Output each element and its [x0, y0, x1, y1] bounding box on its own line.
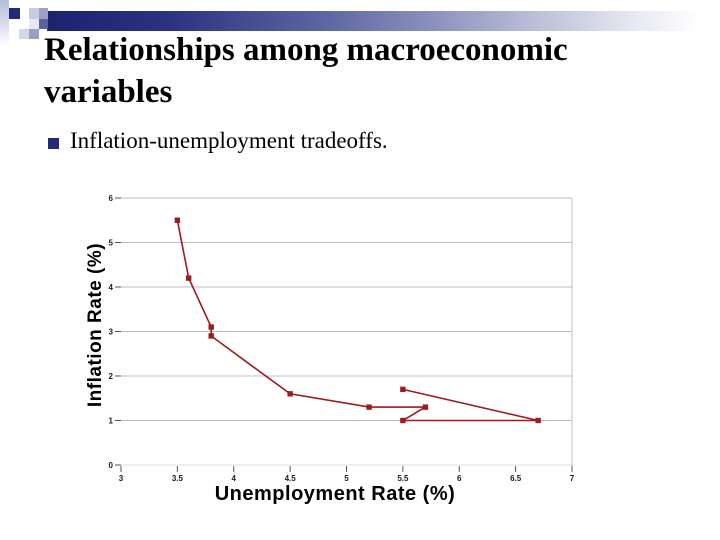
data-point-marker: [287, 391, 293, 397]
y-tick-label: 1: [109, 417, 114, 426]
x-tick-label: 6: [457, 474, 462, 483]
x-tick-label: 4: [232, 474, 237, 483]
x-tick-label: 3: [119, 474, 124, 483]
bullet-square-icon: [48, 138, 59, 149]
decor-square-icon: [29, 8, 39, 19]
decor-square-icon: [39, 19, 48, 29]
decor-square-icon: [29, 29, 39, 39]
data-point-marker: [535, 417, 541, 424]
data-point-marker: [185, 275, 192, 281]
data-point-marker: [422, 404, 429, 410]
series-line: [176, 220, 539, 422]
y-tick-label: 6: [109, 194, 114, 203]
y-tick-label: 3: [109, 328, 114, 337]
slide-title: Relationships among macroeconomic variab…: [44, 32, 568, 110]
decor-square-icon: [39, 8, 48, 19]
x-tick-label: 7: [570, 474, 575, 483]
decor-left-strip: [0, 0, 9, 46]
x-tick-label: 5.5: [397, 474, 409, 483]
data-point-marker: [208, 324, 214, 330]
decor-gradient-bar: [47, 11, 720, 31]
y-tick-label: 0: [109, 461, 114, 470]
x-tick-label: 6.5: [510, 474, 522, 483]
y-tick-label: 5: [109, 239, 114, 248]
decor-square-icon: [29, 19, 39, 29]
decor-square-icon: [9, 8, 20, 19]
decor-square-icon: [19, 29, 29, 39]
x-axis-title: Unemployment Rate (%): [214, 483, 456, 505]
data-point-marker: [174, 217, 181, 223]
y-tick-label: 2: [109, 372, 114, 381]
x-tick-label: 3.5: [172, 474, 184, 483]
data-point-marker: [366, 404, 372, 410]
x-tick-label: 5: [344, 474, 349, 483]
data-point-marker: [208, 333, 214, 339]
y-tick-label: 4: [109, 283, 114, 292]
data-point-marker: [400, 386, 406, 393]
bullet-text: Inflation-unemployment tradeoffs.: [70, 128, 388, 153]
data-point-marker: [400, 417, 406, 424]
x-tick-label: 4.5: [285, 474, 297, 483]
